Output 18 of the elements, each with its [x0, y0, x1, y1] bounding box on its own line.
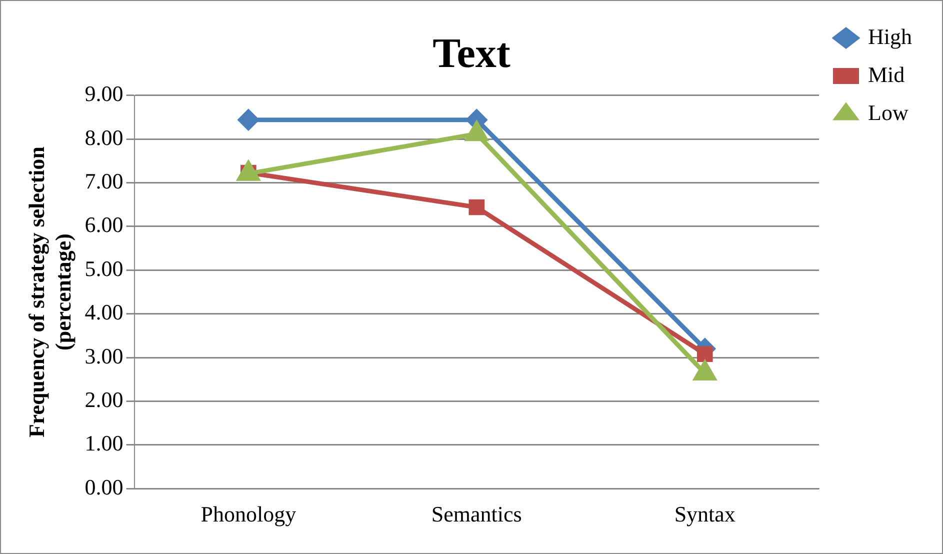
x-tick-label: Semantics — [431, 502, 522, 527]
x-tick-label: Phonology — [200, 502, 296, 527]
legend-label: High — [868, 24, 912, 49]
y-tick-label: 1.00 — [84, 430, 124, 456]
chart-title: Text — [432, 31, 510, 78]
legend-label: Low — [868, 100, 908, 125]
y-tick-label: 8.00 — [84, 124, 124, 150]
y-tick-label: 9.00 — [84, 81, 124, 106]
y-axis-title: Frequency of strategy selection (percentage) — [24, 146, 76, 438]
y-tick-label: 6.00 — [84, 212, 124, 238]
legend-label: Mid — [868, 62, 905, 87]
y-tick-label: 4.00 — [84, 300, 124, 325]
x-tick-label: Syntax — [674, 502, 736, 527]
y-tick-label: 5.00 — [84, 256, 124, 281]
y-tick-label: 3.00 — [84, 343, 124, 368]
y-tick-label: 7.00 — [84, 168, 124, 194]
y-tick-label: 0.00 — [84, 474, 124, 500]
y-tick-label: 2.00 — [84, 387, 124, 412]
